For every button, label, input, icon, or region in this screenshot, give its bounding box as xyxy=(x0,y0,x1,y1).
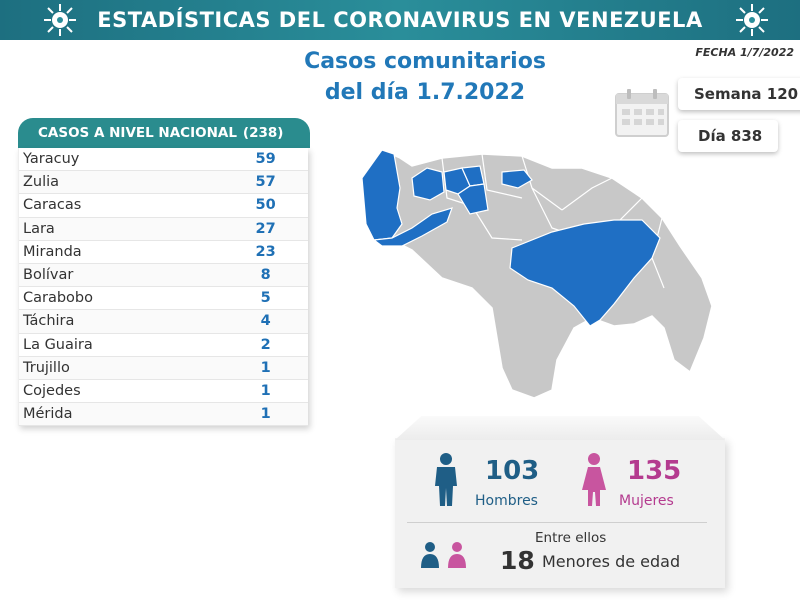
case-count: 1 xyxy=(260,359,271,376)
state-name: Táchira xyxy=(23,313,75,330)
men-count: 103 xyxy=(485,456,540,486)
case-count: 1 xyxy=(260,406,271,423)
state-lara xyxy=(411,167,445,201)
women-label: Mujeres xyxy=(619,493,674,509)
case-count: 8 xyxy=(260,267,271,284)
table-row: Táchira 4 xyxy=(19,310,308,334)
case-count: 1 xyxy=(260,382,271,399)
case-count: 57 xyxy=(255,174,276,191)
table-heading: CASOS A NIVEL NACIONAL xyxy=(38,125,237,141)
table-total: (238) xyxy=(242,125,284,141)
table-row: Mérida 1 xyxy=(19,403,308,427)
case-count: 59 xyxy=(255,151,276,168)
case-count: 2 xyxy=(260,336,271,353)
virus-icon xyxy=(736,4,768,36)
state-name: Cojedes xyxy=(23,382,81,399)
women-count: 135 xyxy=(627,456,682,486)
virus-icon xyxy=(44,4,76,36)
minors-label: Menores de edad xyxy=(542,552,681,571)
man-icon xyxy=(435,453,457,506)
day-counter: Día 838 xyxy=(678,120,778,152)
table-row: Miranda 23 xyxy=(19,240,308,264)
state-cojedes xyxy=(457,183,489,215)
state-zulia xyxy=(361,149,403,241)
state-name: Carabobo xyxy=(23,290,94,307)
state-bolivar xyxy=(509,219,661,327)
state-miranda xyxy=(501,169,533,189)
page-title: ESTADÍSTICAS DEL CORONAVIRUS EN VENEZUEL… xyxy=(97,8,703,32)
divider xyxy=(407,522,707,523)
state-name: La Guaira xyxy=(23,336,93,353)
state-name: Zulia xyxy=(23,174,60,191)
venezuela-map xyxy=(361,149,713,399)
table-row: Carabobo 5 xyxy=(19,287,308,311)
state-name: Miranda xyxy=(23,243,82,260)
minors-count: 18 xyxy=(500,546,535,575)
cases-table: CASOS A NIVEL NACIONAL (238) Yaracuy 59 Z… xyxy=(18,118,310,427)
week-counter: Semana 120 xyxy=(678,78,800,110)
table-header: CASOS A NIVEL NACIONAL (238) xyxy=(18,118,310,148)
state-name: Caracas xyxy=(23,197,82,214)
state-name: Yaracuy xyxy=(23,151,80,168)
state-name: Trujillo xyxy=(23,359,70,376)
children-icon xyxy=(421,542,466,568)
table-row: Bolívar 8 xyxy=(19,263,308,288)
woman-icon xyxy=(582,453,606,506)
subtitle: Casos comunitarios del día 1.7.2022 xyxy=(270,46,580,108)
subtitle-line1: Casos comunitarios xyxy=(304,49,546,74)
calendar-icon xyxy=(615,89,669,137)
case-count: 4 xyxy=(260,313,271,330)
date-label: FECHA 1/7/2022 xyxy=(695,46,794,59)
demographics-panel: 103 Hombres 135 Mujeres Entre ellos 18 M… xyxy=(395,416,725,588)
table-row: Caracas 50 xyxy=(19,194,308,218)
table-row: Lara 27 xyxy=(19,217,308,241)
table-row: Trujillo 1 xyxy=(19,356,308,380)
header-banner: ESTADÍSTICAS DEL CORONAVIRUS EN VENEZUEL… xyxy=(0,0,800,40)
state-name: Bolívar xyxy=(23,267,74,284)
state-andes xyxy=(372,207,453,247)
table-row: Cojedes 1 xyxy=(19,379,308,404)
case-count: 5 xyxy=(260,290,271,307)
state-name: Lara xyxy=(23,220,55,237)
table-row: La Guaira 2 xyxy=(19,333,308,357)
case-count: 27 xyxy=(255,220,276,237)
state-name: Mérida xyxy=(23,406,73,423)
table-row: Yaracuy 59 xyxy=(19,148,308,172)
table-row: Zulia 57 xyxy=(19,171,308,195)
subtitle-line2: del día 1.7.2022 xyxy=(324,80,526,105)
men-label: Hombres xyxy=(475,493,538,509)
among-them-label: Entre ellos xyxy=(535,530,607,546)
case-count: 50 xyxy=(255,197,276,214)
case-count: 23 xyxy=(255,243,276,260)
